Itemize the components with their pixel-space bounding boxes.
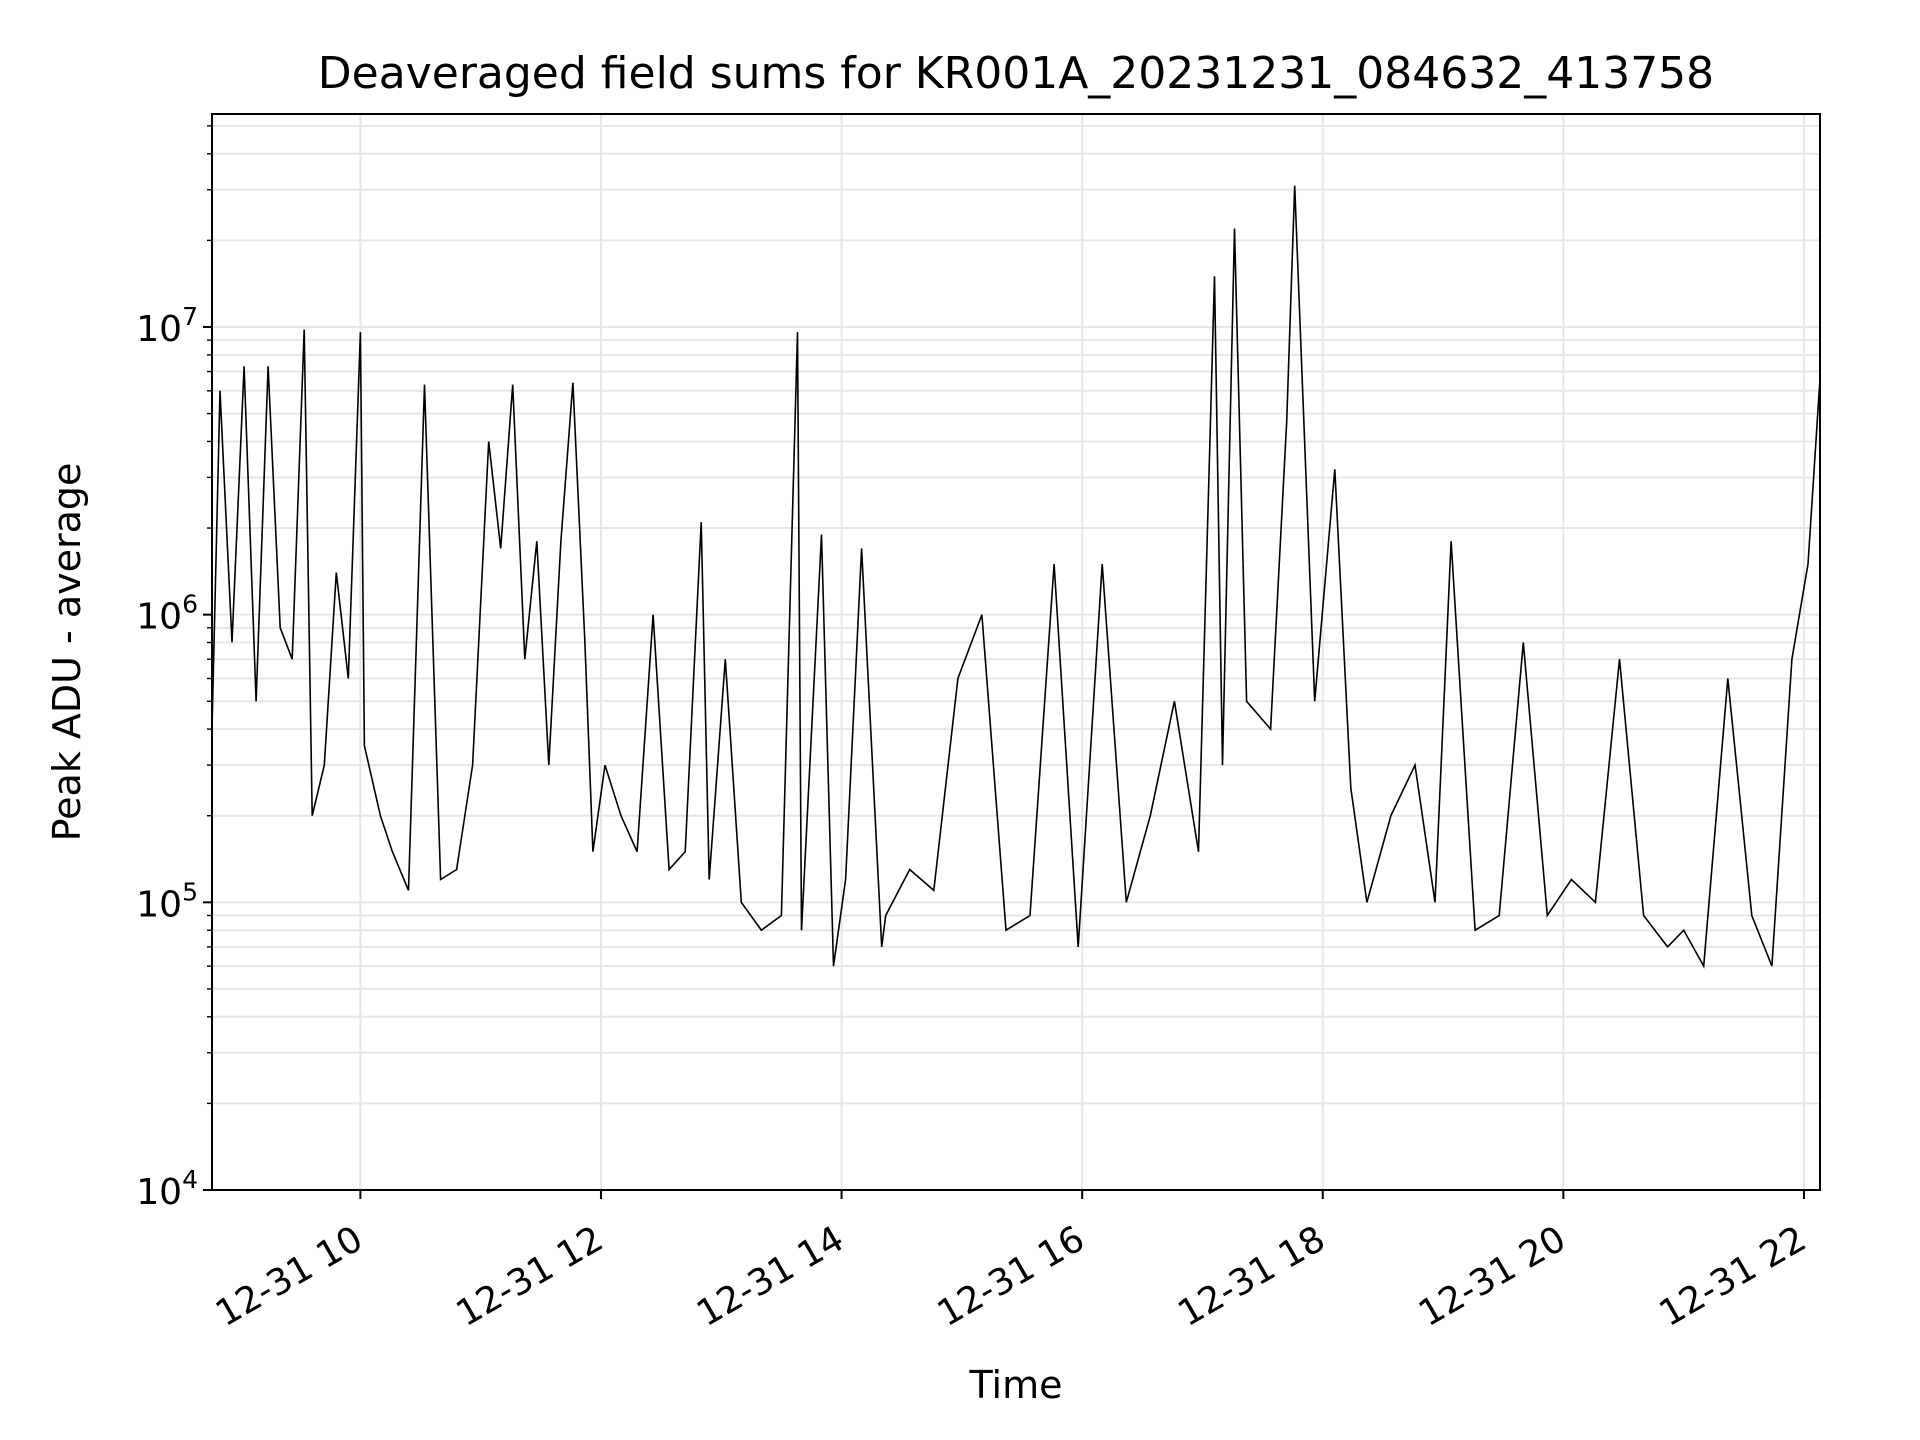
y-axis: 104 105 106 107 <box>136 125 212 1213</box>
gridlines <box>212 114 1820 1191</box>
y-axis-label: Peak ADU - average <box>45 463 89 842</box>
chart-title: Deaveraged field sums for KR001A_2023123… <box>318 48 1714 99</box>
y-tick-label: 107 <box>136 302 198 350</box>
plot-frame <box>211 113 1821 1191</box>
plot-area <box>212 185 1820 969</box>
y-tick-label: 105 <box>136 877 198 925</box>
series-line <box>212 185 1820 969</box>
x-axis-label: Time <box>969 1363 1063 1407</box>
y-tick-label: 106 <box>136 590 198 638</box>
y-tick-label: 104 <box>136 1165 198 1213</box>
